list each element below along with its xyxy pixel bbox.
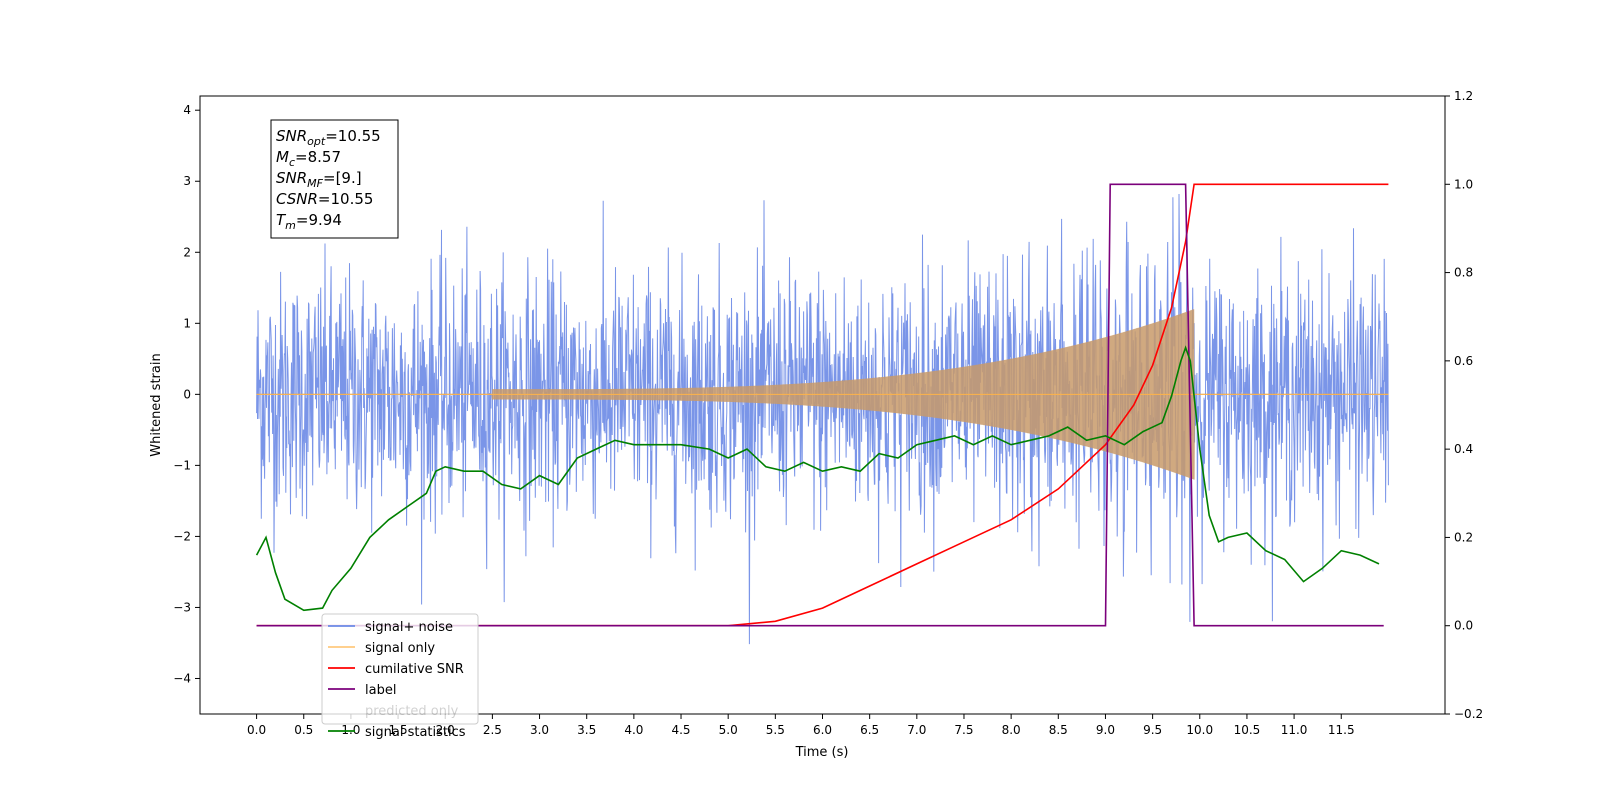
x-tick-label: 11.0 bbox=[1281, 723, 1308, 737]
x-tick-label: 11.5 bbox=[1328, 723, 1355, 737]
annotation-frame bbox=[270, 119, 399, 239]
series-layer bbox=[255, 183, 1389, 645]
annotation-line: Tm=9.94 bbox=[276, 211, 342, 232]
y-right-tick-label: 0.4 bbox=[1454, 442, 1473, 456]
annotation-line: SNRMF=[9.] bbox=[276, 169, 362, 190]
x-tick-label: 2.5 bbox=[483, 723, 502, 737]
x-tick-label: 8.5 bbox=[1049, 723, 1068, 737]
y-right-tick-label: 0.8 bbox=[1454, 266, 1473, 280]
legend-label: label bbox=[365, 683, 396, 698]
x-tick-label: 10.5 bbox=[1234, 723, 1261, 737]
y-right-tick-label: 0.2 bbox=[1454, 530, 1473, 544]
annotation-symbol: M bbox=[276, 148, 289, 166]
legend-frame bbox=[321, 613, 479, 725]
x-tick-label: 3.0 bbox=[530, 723, 549, 737]
annotation-symbol: SNR bbox=[276, 169, 307, 187]
annotation-value: =10.55 bbox=[325, 127, 381, 145]
x-tick-label: 9.5 bbox=[1143, 723, 1162, 737]
x-tick-label: 8.0 bbox=[1002, 723, 1021, 737]
y-left-tick-label: −1 bbox=[173, 458, 191, 472]
legend-label: predicted only bbox=[365, 704, 459, 719]
x-tick-label: 3.5 bbox=[577, 723, 596, 737]
x-axis-label: Time (s) bbox=[795, 745, 849, 760]
y-left-tick-label: 1 bbox=[183, 316, 191, 330]
y-left-tick-label: 4 bbox=[183, 103, 191, 117]
annotation-value: =10.55 bbox=[318, 190, 374, 208]
y-left-tick-label: −3 bbox=[173, 600, 191, 614]
y-right-tick-label: 0.0 bbox=[1454, 619, 1473, 633]
annotation-value: =9.94 bbox=[296, 211, 342, 229]
annotation-line: CSNR=10.55 bbox=[276, 190, 373, 208]
x-tick-label: 4.0 bbox=[624, 723, 643, 737]
y-right-tick-label: 0.6 bbox=[1454, 354, 1473, 368]
series-label bbox=[256, 183, 1384, 627]
annotation-subscript: opt bbox=[307, 135, 326, 148]
annotation-symbol: T bbox=[276, 211, 287, 229]
x-tick-label: 1.0 bbox=[341, 723, 360, 737]
x-tick-label: 10.0 bbox=[1186, 723, 1213, 737]
x-tick-label: 7.5 bbox=[954, 723, 973, 737]
series-cumulative-snr bbox=[256, 183, 1389, 627]
series-signal-noise bbox=[256, 193, 1389, 645]
y-left-tick-label: −4 bbox=[173, 671, 191, 685]
x-tick-label: 0.5 bbox=[294, 723, 313, 737]
y-left-tick-label: −2 bbox=[173, 529, 191, 543]
x-tick-label: 9.0 bbox=[1096, 723, 1115, 737]
y-left-tick-label: 0 bbox=[183, 387, 191, 401]
annotation-subscript: c bbox=[289, 156, 295, 169]
x-tick-label: 7.0 bbox=[907, 723, 926, 737]
legend: signal+ noise signal only cumilative SNR la… bbox=[321, 613, 479, 740]
annotation-box: SNRopt=10.55Mc=8.57SNRMF=[9.]CSNR=10.55T… bbox=[270, 119, 399, 239]
y-right-tick-label: −0.2 bbox=[1454, 707, 1483, 721]
x-tick-label: 4.5 bbox=[671, 723, 690, 737]
annotation-value: =8.57 bbox=[295, 148, 341, 166]
annotation-subscript: m bbox=[285, 219, 296, 232]
x-tick-label: 1.5 bbox=[389, 723, 408, 737]
series-signal-statistics bbox=[255, 345, 1380, 612]
x-tick-label: 5.5 bbox=[766, 723, 785, 737]
annotation-subscript: MF bbox=[307, 177, 323, 190]
x-tick-label: 6.0 bbox=[813, 723, 832, 737]
annotation-symbol: CSNR bbox=[276, 190, 318, 208]
annotation-line: SNRopt=10.55 bbox=[276, 127, 381, 148]
y-right-tick-label: 1.0 bbox=[1454, 177, 1473, 191]
y-left-tick-label: 3 bbox=[183, 174, 191, 188]
x-tick-label: 6.5 bbox=[860, 723, 879, 737]
annotation-value: =[9.] bbox=[323, 169, 362, 187]
legend-label: cumilative SNR bbox=[365, 662, 464, 677]
legend-label: signal+ noise bbox=[365, 620, 453, 635]
y-left-tick-label: 2 bbox=[183, 245, 191, 259]
axes-layer: 0.0 0.5 1.0 1.5 2.0 2.5 3.0 3.5 4.0 4.5 5.0 5.5 6.0 6… bbox=[173, 89, 1483, 737]
x-tick-label: 0.0 bbox=[247, 723, 266, 737]
annotation-symbol: SNR bbox=[276, 127, 307, 145]
annotation-line: Mc=8.57 bbox=[276, 148, 341, 169]
y-right-tick-label: 1.2 bbox=[1454, 89, 1473, 103]
legend-label: signal only bbox=[365, 641, 435, 656]
legend-label: signal statistics bbox=[365, 725, 466, 740]
y-axis-label: Whitened strain bbox=[149, 353, 164, 456]
x-tick-label: 5.0 bbox=[719, 723, 738, 737]
x-tick-label: 2.0 bbox=[436, 723, 455, 737]
